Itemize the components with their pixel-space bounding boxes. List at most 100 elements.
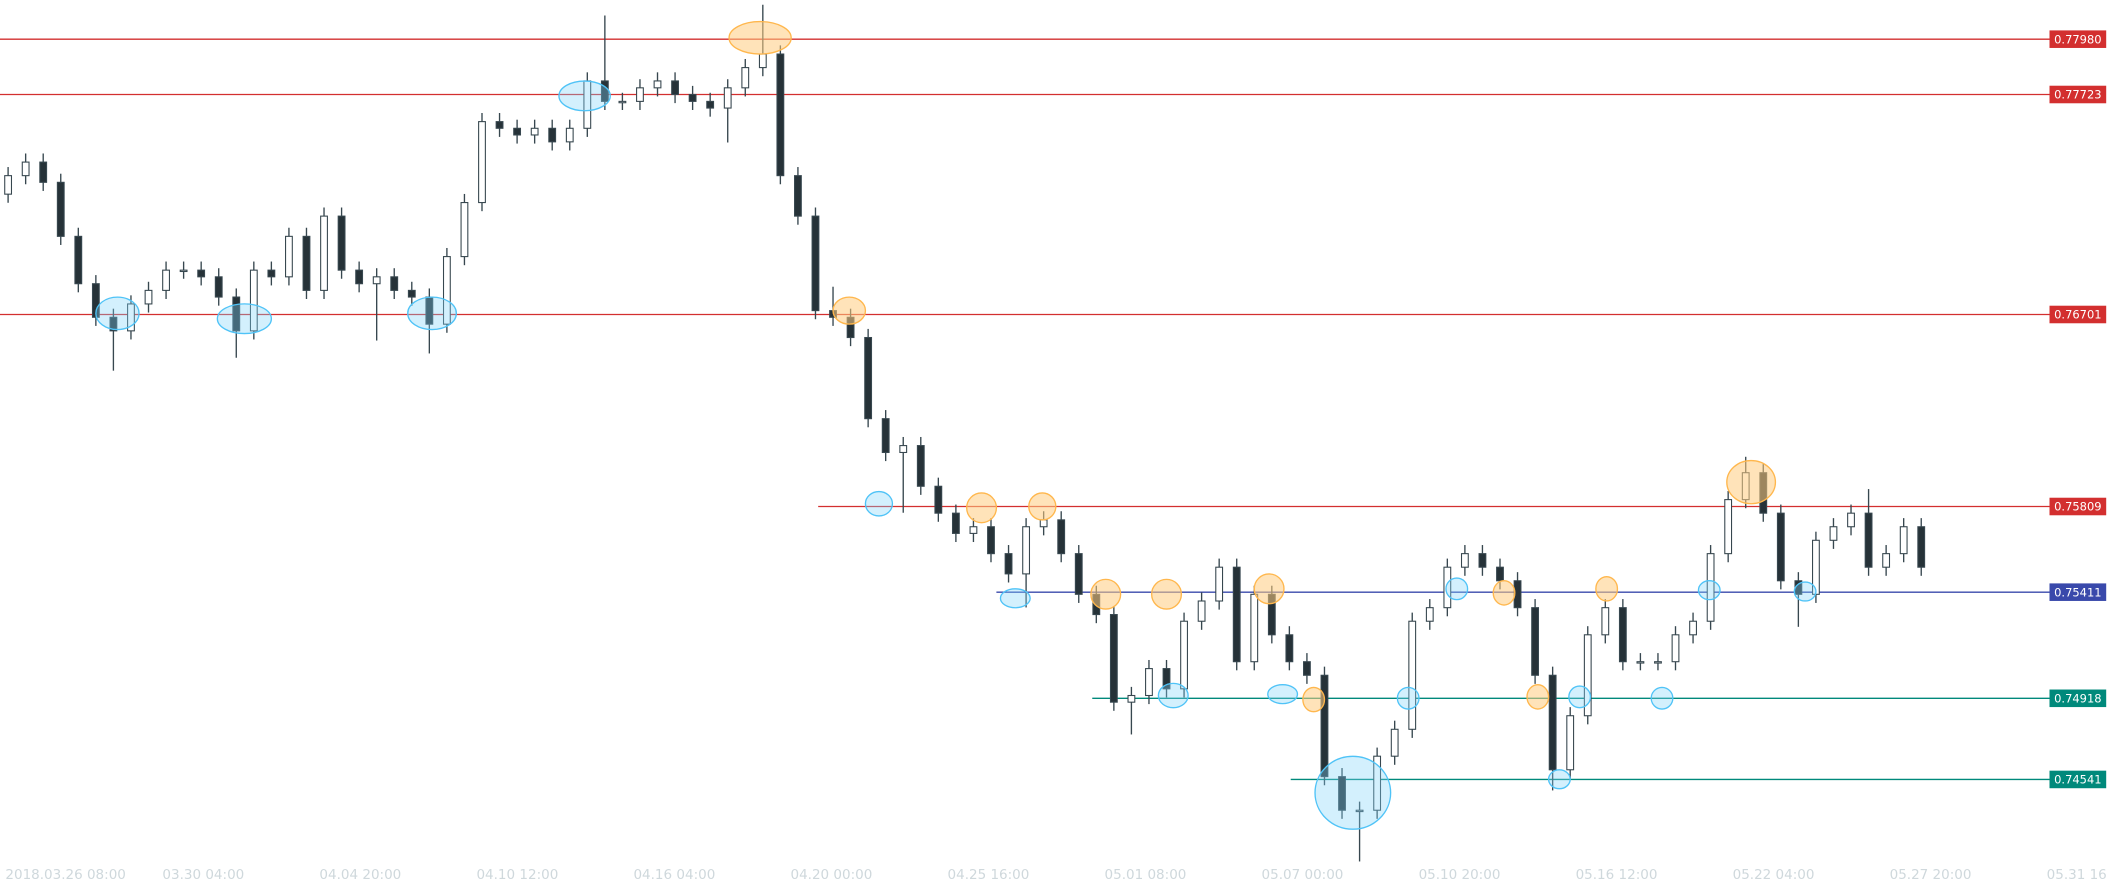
level-label: 0.74541 (2054, 773, 2101, 787)
level-label-box (2049, 689, 2107, 708)
highlight-circle (1650, 686, 1674, 710)
highlight-circle (1492, 580, 1516, 606)
candle-body (1706, 553, 1715, 622)
candle-body (1460, 553, 1469, 568)
level-label: 0.76701 (2054, 308, 2101, 322)
candle-body (899, 445, 908, 454)
highlight-circle (95, 296, 140, 331)
candle-body (1303, 661, 1311, 676)
candle-body (127, 303, 135, 332)
candle-body (442, 256, 451, 325)
candle-body (179, 269, 188, 273)
candle-body (74, 235, 83, 285)
candle-body (1917, 526, 1926, 568)
candle-body (794, 175, 802, 217)
candle-body (653, 80, 662, 89)
x-tick-label: 05.22 04:00 (1733, 867, 1815, 883)
candle-body (267, 269, 276, 278)
x-tick-label: 05.07 00:00 (1262, 867, 1344, 883)
candle-body (1443, 566, 1452, 609)
candle-body (1689, 620, 1697, 636)
candle-body (969, 526, 978, 534)
candle-body (355, 269, 364, 285)
candle-body (1074, 553, 1083, 595)
highlight-circle (1726, 459, 1777, 505)
candle-body (1724, 499, 1733, 555)
highlight-circle (864, 490, 894, 517)
candle-body (1022, 526, 1031, 575)
candle-body (1250, 593, 1259, 663)
candle-body (723, 87, 732, 109)
level-label-box (2049, 497, 2107, 516)
candle-body (407, 289, 416, 298)
candle-body (1215, 566, 1224, 602)
candle-body (1847, 512, 1855, 528)
highlight-circle (216, 303, 273, 335)
candle-body (1057, 519, 1066, 555)
x-tick-label: 04.16 04:00 (633, 867, 715, 883)
candle-body (1109, 614, 1118, 703)
candle-body (1776, 512, 1785, 582)
level-label-box (2049, 30, 2107, 48)
highlight-circle (1302, 686, 1326, 713)
level-label: 0.75411 (2054, 585, 2101, 599)
highlight-circle (1526, 684, 1550, 710)
candle-body (916, 445, 925, 487)
candle-body (1548, 674, 1557, 771)
highlight-circle (999, 588, 1031, 609)
highlight-circle (1253, 573, 1285, 605)
candle-body (1197, 600, 1206, 622)
x-tick-label: 04.25 16:00 (948, 867, 1030, 883)
candle-body (565, 127, 574, 143)
candle-body (530, 127, 539, 136)
level-label-box (2049, 583, 2107, 601)
candle-body (1671, 634, 1680, 663)
x-tick-label: 04.04 20:00 (319, 867, 401, 883)
highlight-circle (966, 492, 998, 524)
candle-body (1039, 519, 1048, 528)
candle-body (741, 67, 750, 89)
candle-body (390, 276, 399, 291)
candle-body (811, 215, 820, 312)
x-tick-label: 04.20 00:00 (790, 867, 872, 883)
candle-body (1285, 634, 1294, 663)
candle-body (1390, 728, 1399, 757)
highlight-circle (1568, 685, 1592, 709)
candle-body (864, 336, 873, 420)
candle-body (460, 202, 469, 258)
level-label: 0.77980 (2054, 32, 2101, 46)
x-tick-label: 04.10 12:00 (476, 867, 558, 883)
candle-body (1373, 755, 1382, 811)
candle-body (951, 512, 960, 534)
level-label-box (2049, 85, 2107, 104)
candle-body (1162, 668, 1171, 690)
candle-body (1127, 694, 1136, 703)
x-tick-label: 2018.03.26 08:00 (5, 867, 125, 883)
candle-body (232, 296, 241, 332)
candle-body (1566, 715, 1575, 771)
candle-body (758, 53, 767, 69)
highlight-circle (1697, 580, 1721, 601)
candle-body (1496, 566, 1504, 582)
candle-body (214, 276, 223, 298)
candle-body (688, 93, 697, 102)
highlight-circle (1314, 755, 1392, 830)
candle-body (1180, 620, 1188, 690)
highlight-circle (1150, 578, 1183, 610)
candle-body (21, 161, 30, 177)
x-tick-label: 03.30 04:00 (162, 867, 244, 883)
candle-body (1338, 776, 1346, 811)
candle-body (987, 526, 995, 555)
highlight-circle (1396, 686, 1420, 710)
candle-body (162, 269, 170, 291)
candle-body (671, 80, 679, 96)
candle-body (1864, 512, 1873, 568)
candle-body (1618, 607, 1627, 663)
candle-body (302, 235, 311, 291)
x-tick-label: 05.16 12:00 (1576, 867, 1658, 883)
highlight-circle (1595, 576, 1619, 602)
candle-body (495, 121, 504, 129)
highlight-circle (1267, 684, 1299, 705)
